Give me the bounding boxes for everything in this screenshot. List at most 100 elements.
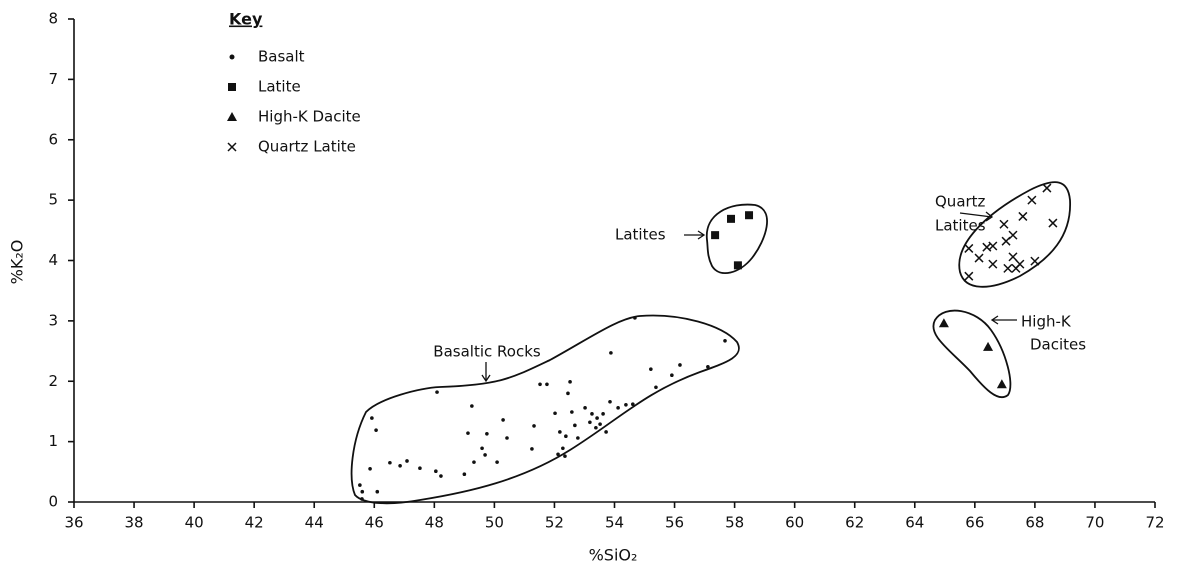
x-tick-label: 54: [605, 514, 624, 532]
point: [633, 316, 637, 320]
point: [368, 466, 372, 471]
point: [564, 434, 568, 438]
point: [706, 364, 710, 369]
annotation: High-K: [1021, 313, 1072, 331]
x-tick-label: 50: [485, 514, 504, 532]
arrow: [990, 315, 1017, 325]
point: [501, 418, 505, 422]
point: [360, 489, 365, 494]
y-tick-label: 8: [48, 10, 58, 28]
point: [573, 423, 577, 428]
x-tick-label: 42: [245, 514, 264, 532]
point: [558, 430, 562, 434]
annotation: Basaltic Rocks: [433, 343, 541, 361]
x-tick-label: 40: [185, 514, 204, 532]
y-tick-label: 2: [48, 372, 58, 390]
point: [964, 271, 974, 281]
x-tick-label: 46: [365, 514, 384, 532]
point: [466, 431, 470, 435]
y-axis-title: %K₂O: [8, 240, 27, 285]
point: [495, 460, 499, 464]
arrow: [959, 211, 994, 222]
point: [964, 243, 974, 253]
legend-marker: [229, 54, 235, 60]
legend-label: Latite: [258, 78, 301, 96]
x-tick-label: 56: [665, 514, 684, 532]
legend-title: Key: [229, 10, 263, 29]
point: [988, 259, 998, 269]
point: [996, 379, 1007, 389]
point: [374, 428, 378, 432]
point: [604, 430, 608, 434]
point: [745, 211, 754, 220]
x-axis-title: %SiO₂: [589, 546, 638, 565]
point: [590, 412, 594, 416]
annotation: Latites: [935, 217, 986, 235]
dacite-envelope: [932, 309, 1012, 398]
point: [375, 489, 380, 494]
annotation: Dacites: [1030, 336, 1086, 354]
point: [938, 318, 949, 328]
point: [358, 483, 362, 487]
point: [505, 436, 509, 440]
point: [654, 385, 658, 390]
x-tick-label: 66: [965, 514, 984, 532]
x-tick-label: 52: [545, 514, 564, 532]
point: [434, 469, 438, 474]
x-tick-label: 70: [1085, 514, 1104, 532]
x-tick-label: 68: [1025, 514, 1044, 532]
x-tick-label: 36: [64, 514, 83, 532]
point: [1008, 230, 1018, 240]
point: [485, 431, 489, 436]
point: [588, 420, 592, 425]
point: [711, 231, 720, 240]
y-tick-label: 1: [48, 432, 58, 450]
annotation: Quartz: [935, 193, 986, 211]
arrow: [481, 362, 491, 383]
point: [360, 497, 364, 501]
point: [631, 402, 635, 406]
point: [405, 459, 409, 463]
point: [594, 425, 598, 430]
x-tick-label: 58: [725, 514, 744, 532]
point: [553, 411, 557, 416]
point: [483, 453, 487, 457]
point: [601, 412, 605, 416]
point: [388, 460, 392, 465]
y-tick-label: 4: [48, 251, 58, 269]
legend-label: Quartz Latite: [258, 138, 356, 156]
point: [545, 382, 549, 387]
point: [1008, 252, 1018, 262]
point: [608, 399, 612, 404]
x-tick-label: 38: [125, 514, 144, 532]
point: [1018, 211, 1028, 221]
latite-envelope: [706, 203, 768, 275]
point: [1015, 259, 1025, 269]
point: [649, 367, 653, 371]
point: [616, 406, 620, 410]
quartz-latite-envelope: [958, 181, 1071, 288]
point: [563, 454, 567, 458]
point: [983, 341, 994, 351]
point: [370, 416, 374, 420]
point: [470, 404, 474, 408]
point: [1042, 183, 1052, 193]
legend-marker: [227, 112, 237, 121]
annotation: Latites: [615, 226, 666, 244]
point: [570, 410, 574, 414]
x-tick-label: 72: [1145, 514, 1164, 532]
point: [462, 472, 467, 477]
point: [576, 436, 580, 440]
point: [532, 424, 536, 428]
point: [999, 219, 1009, 229]
y-tick-label: 0: [48, 493, 58, 511]
x-tick-label: 44: [305, 514, 324, 532]
point: [439, 474, 443, 478]
legend-marker: [228, 83, 236, 91]
x-tick-label: 48: [425, 514, 444, 532]
point: [530, 447, 534, 451]
point: [1003, 263, 1013, 273]
point: [566, 391, 570, 396]
point: [1030, 256, 1040, 266]
